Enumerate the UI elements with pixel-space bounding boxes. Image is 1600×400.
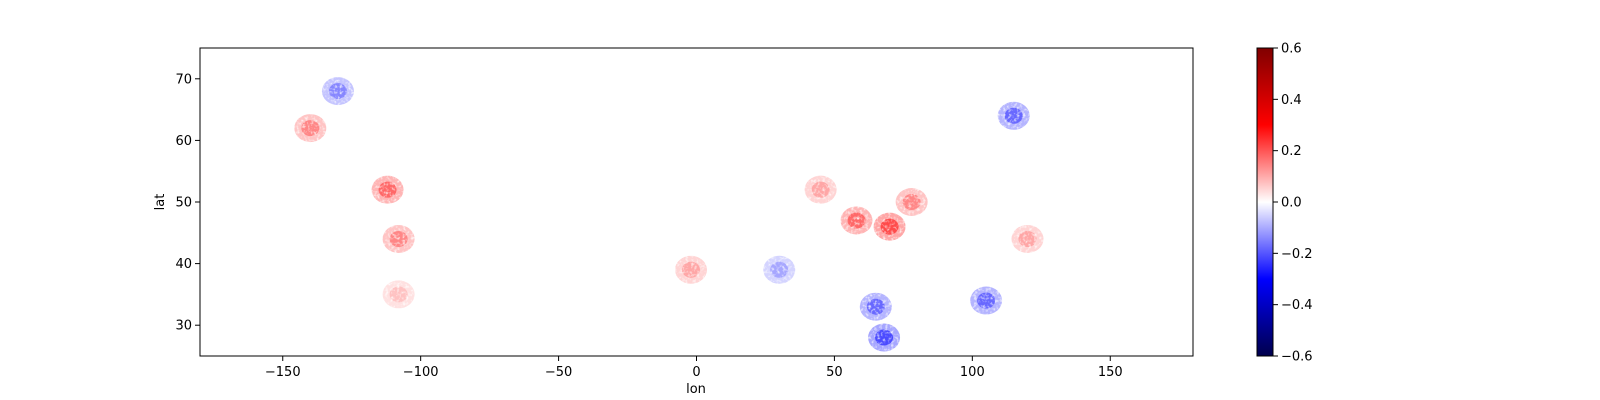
x-tick-label: 0 — [692, 365, 700, 380]
heatmap-cell — [681, 261, 700, 278]
colorbar — [1256, 47, 1274, 357]
heatmap-cell — [811, 181, 830, 198]
heatmap-cell — [847, 212, 866, 229]
y-tick-label: 70 — [175, 72, 192, 87]
plot-area — [200, 48, 1193, 356]
heatmap-cell — [770, 261, 789, 278]
heatmap-cell — [389, 286, 408, 303]
x-tick-label: −50 — [545, 365, 572, 380]
heatmap-cell — [1004, 107, 1023, 124]
heatmap-cell — [389, 230, 408, 247]
x-tick-label: 50 — [826, 365, 843, 380]
colorbar-tick-label: 0.6 — [1281, 42, 1302, 57]
colorbar-ticks: −0.6 −0.4 −0.2 0.0 0.2 0.4 0.6 — [1273, 42, 1313, 365]
colorbar-tick-label: −0.4 — [1281, 298, 1313, 313]
y-tick-label: 60 — [175, 134, 192, 149]
x-axis-label: lon — [686, 382, 706, 397]
colorbar-tick-label: −0.6 — [1281, 350, 1313, 365]
heatmap-cell — [328, 83, 347, 100]
heatmap-cell — [378, 181, 397, 198]
heatmap-cell — [866, 298, 885, 315]
colorbar-tick-label: 0.0 — [1281, 196, 1302, 211]
colorbar-tick-label: 0.4 — [1281, 93, 1302, 108]
y-tick-label: 40 — [175, 257, 192, 272]
colorbar-tick-label: 0.2 — [1281, 144, 1302, 159]
x-tick-label: 150 — [1098, 365, 1123, 380]
heatmap-cell — [301, 120, 320, 137]
y-axis-ticks: 30 40 50 60 70 — [175, 72, 200, 334]
y-axis-label: lat — [153, 194, 168, 211]
heatmap-cell — [880, 218, 899, 235]
heatmap-cells — [294, 77, 1044, 352]
heatmap-cell — [977, 292, 996, 309]
x-tick-label: 100 — [960, 365, 985, 380]
y-tick-label: 50 — [175, 196, 192, 211]
x-tick-label: −100 — [403, 365, 439, 380]
heatmap-cell — [902, 194, 921, 210]
x-axis-ticks: −150 −100 −50 0 50 100 150 — [265, 356, 1123, 380]
x-tick-label: −150 — [265, 365, 301, 380]
heatmap-cell — [875, 329, 894, 346]
colorbar-tick-label: −0.2 — [1281, 247, 1313, 262]
heatmap-cell — [1018, 230, 1037, 247]
y-tick-label: 30 — [175, 319, 192, 334]
